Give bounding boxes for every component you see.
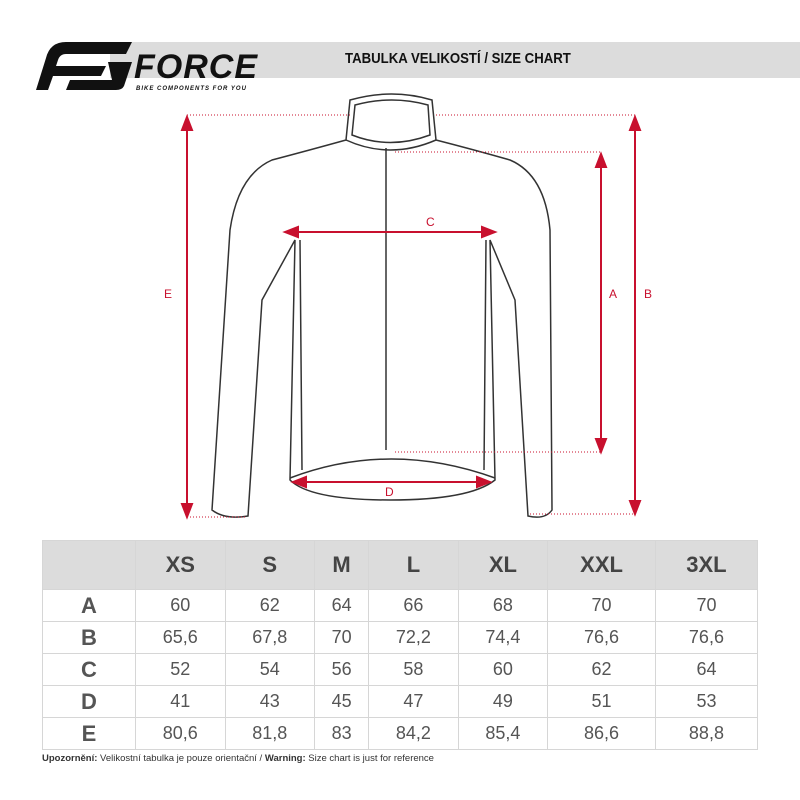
size-table: XS S M L XL XXL 3XL A 60 62 64 66 68 70 70 B 65,6 67,8 70… <box>42 540 759 750</box>
label-e: E <box>164 287 172 301</box>
row-label: E <box>42 717 136 750</box>
size-header: XL <box>457 540 549 590</box>
label-c: C <box>426 215 435 229</box>
measure-cell: 49 <box>457 685 549 718</box>
measure-cell: 65,6 <box>135 621 226 654</box>
measure-cell: 74,4 <box>457 621 549 654</box>
measure-cell: 88,8 <box>654 717 759 750</box>
brand-name: FORCE <box>134 48 258 86</box>
warning-note: Upozornění: Velikostní tabulka je pouze … <box>42 753 434 764</box>
size-header: S <box>224 540 315 590</box>
label-b: B <box>644 287 652 301</box>
measure-cell: 85,4 <box>457 717 549 750</box>
table-row: C 52 54 56 58 60 62 64 <box>42 653 759 686</box>
jersey-outline <box>211 93 553 518</box>
measure-cell: 81,8 <box>224 717 315 750</box>
measure-cell: 70 <box>313 621 370 654</box>
measure-cell: 70 <box>547 589 656 622</box>
measure-cell: 47 <box>368 685 459 718</box>
table-row: A 60 62 64 66 68 70 70 <box>42 589 759 622</box>
measure-cell: 62 <box>547 653 656 686</box>
measure-cell: 56 <box>313 653 370 686</box>
measure-cell: 43 <box>224 685 315 718</box>
size-header: M <box>313 540 370 590</box>
force-logo-icon <box>36 42 132 90</box>
row-label: D <box>42 685 136 718</box>
page-title: TABULKA VELIKOSTÍ / SIZE CHART <box>345 50 571 67</box>
brand-tagline: BIKE COMPONENTS FOR YOU <box>136 86 247 92</box>
note-cz-text: Velikostní tabulka je pouze orientační / <box>97 753 265 764</box>
corner-cell <box>42 540 136 590</box>
measure-cell: 68 <box>457 589 549 622</box>
measure-cell: 54 <box>224 653 315 686</box>
measure-cell: 86,6 <box>547 717 656 750</box>
measure-cell: 60 <box>457 653 549 686</box>
size-header: L <box>368 540 459 590</box>
measure-cell: 60 <box>135 589 226 622</box>
note-cz-label: Upozornění: <box>42 753 98 764</box>
measure-cell: 62 <box>224 589 315 622</box>
measure-cell: 51 <box>547 685 656 718</box>
row-label: B <box>42 621 136 654</box>
size-header: 3XL <box>654 540 759 590</box>
measure-cell: 72,2 <box>368 621 459 654</box>
size-header: XS <box>135 540 226 590</box>
measure-cell: 64 <box>654 653 759 686</box>
measure-cell: 80,6 <box>135 717 226 750</box>
measure-cell: 53 <box>654 685 759 718</box>
measure-cell: 70 <box>654 589 759 622</box>
row-label: C <box>42 653 136 686</box>
measure-cell: 58 <box>368 653 459 686</box>
table-row: E 80,6 81,8 83 84,2 85,4 86,6 88,8 <box>42 717 759 750</box>
table-row: B 65,6 67,8 70 72,2 74,4 76,6 76,6 <box>42 621 759 654</box>
title-banner <box>110 42 800 78</box>
jersey-diagram: E A B C D <box>164 93 652 520</box>
size-header: XXL <box>547 540 656 590</box>
measure-cell: 76,6 <box>654 621 759 654</box>
note-en-text: Size chart is just for reference <box>305 753 434 764</box>
measure-arrows <box>180 114 642 520</box>
measure-cell: 84,2 <box>368 717 459 750</box>
table-row: D 41 43 45 47 49 51 53 <box>42 685 759 718</box>
measure-cell: 83 <box>313 717 370 750</box>
measure-cell: 67,8 <box>224 621 315 654</box>
row-label: A <box>42 589 136 622</box>
measure-cell: 45 <box>313 685 370 718</box>
measure-cell: 52 <box>135 653 226 686</box>
measure-cell: 64 <box>313 589 370 622</box>
note-en-label: Warning: <box>264 753 306 764</box>
measure-cell: 41 <box>135 685 226 718</box>
measure-cell: 66 <box>368 589 459 622</box>
label-a: A <box>609 287 617 301</box>
label-d: D <box>385 485 394 499</box>
measure-cell: 76,6 <box>547 621 656 654</box>
